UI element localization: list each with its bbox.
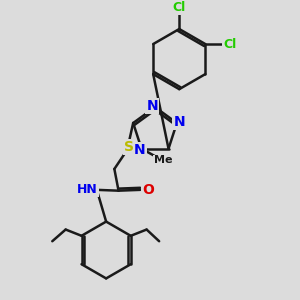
Text: N: N bbox=[134, 143, 146, 157]
Text: Cl: Cl bbox=[223, 38, 236, 50]
Text: N: N bbox=[146, 99, 158, 113]
Text: N: N bbox=[174, 115, 185, 129]
Text: HN: HN bbox=[77, 183, 98, 196]
Text: O: O bbox=[142, 183, 154, 197]
Text: S: S bbox=[124, 140, 134, 154]
Text: Cl: Cl bbox=[172, 1, 186, 14]
Text: Me: Me bbox=[154, 155, 172, 165]
